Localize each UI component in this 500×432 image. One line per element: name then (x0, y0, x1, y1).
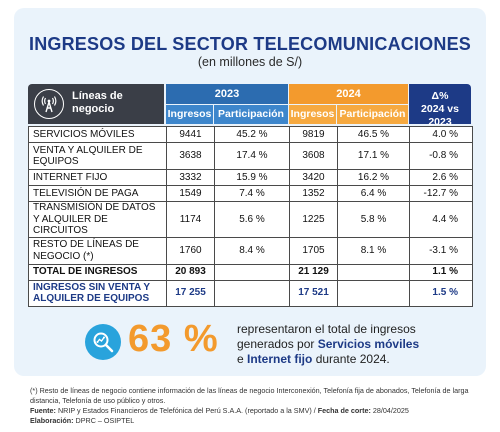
prepared-line: Elaboración: DPRC – OSIPTEL (30, 416, 470, 426)
cell-ingresos-2024: 17 521 (289, 279, 338, 307)
cell-delta: 1.5 % (409, 279, 473, 307)
row-name: INTERNET FIJO (28, 169, 167, 186)
highlight-bold-2: Internet fijo (247, 352, 313, 366)
page-subtitle: (en millones de S/) (197, 55, 303, 69)
antenna-icon (34, 89, 64, 119)
highlight-text-3: e (237, 352, 248, 366)
cell-participacion-2024: 5.8 % (337, 201, 410, 238)
cell-empty (337, 279, 410, 307)
highlight-bold-1: Servicios móviles (317, 337, 420, 351)
cell-participacion-2023: 8.4 % (214, 236, 290, 265)
row-name: SERVICIOS MÓVILES (28, 126, 167, 143)
row-name: TRANSMISIÓN DE DATOS Y ALQUILER DE CIRCU… (28, 201, 167, 238)
table-row: TELEVISIÓN DE PAGA 1549 7.4 % 1352 6.4 % -12.… (28, 185, 473, 202)
header-2023-participacion: Participación (214, 105, 288, 124)
highlight-text: representaron el total de ingresos gener… (237, 322, 457, 367)
cell-ingresos-2024: 3608 (289, 142, 338, 170)
table-row-total-sin-equipos: INGRESOS SIN VENTA Y ALQUILER DE EQUIPOS… (28, 279, 473, 307)
cell-delta: -0.8 % (409, 142, 473, 170)
cell-empty (337, 263, 410, 281)
row-name: VENTA Y ALQUILER DE EQUIPOS (28, 142, 167, 170)
highlight-line-1: representaron el total de ingresos (237, 322, 416, 336)
highlight-line-3: e Internet fijo durante 2024. (237, 352, 457, 367)
cell-participacion-2024: 6.4 % (337, 185, 410, 202)
header-2024-ingresos: Ingresos (289, 105, 336, 124)
header-lines-label-1: Líneas de (72, 90, 123, 102)
row-name: INGRESOS SIN VENTA Y ALQUILER DE EQUIPOS (28, 279, 167, 307)
cell-delta: 4.0 % (409, 126, 473, 143)
prepared-text: DPRC – OSIPTEL (73, 416, 135, 425)
cell-empty (214, 263, 290, 281)
cell-ingresos-2023: 3638 (166, 142, 215, 170)
cell-participacion-2024: 16.2 % (337, 169, 410, 186)
cell-participacion-2023: 15.9 % (214, 169, 290, 186)
cell-ingresos-2023: 9441 (166, 126, 215, 143)
cell-participacion-2024: 46.5 % (337, 126, 410, 143)
analytics-search-icon (85, 324, 121, 360)
cell-ingresos-2023: 1174 (166, 201, 215, 238)
table-row: RESTO DE LÍNEAS DE NEGOCIO (*) 1760 8.4 % 1… (28, 236, 473, 265)
revenue-table: SERVICIOS MÓVILES 9441 45.2 % 9819 46.5 % 4.0… (28, 126, 473, 307)
cell-participacion-2023: 17.4 % (214, 142, 290, 170)
header-delta: Δ% 2024 vs 2023 (409, 84, 471, 128)
cell-participacion-2023: 5.6 % (214, 201, 290, 238)
highlight-text-4: durante 2024. (312, 352, 390, 366)
table-row: SERVICIOS MÓVILES 9441 45.2 % 9819 46.5 % 4.0… (28, 126, 473, 143)
header-year-2023: 2023 (166, 84, 288, 104)
table-row: VENTA Y ALQUILER DE EQUIPOS 3638 17.4 % 360… (28, 142, 473, 170)
cell-ingresos-2024: 1705 (289, 236, 338, 265)
cutoff-label: Fecha de corte: (317, 406, 371, 415)
cell-ingresos-2023: 1760 (166, 236, 215, 265)
source-line: Fuente: NRIP y Estados Financieros de Te… (30, 406, 470, 416)
source-text: NRIP y Estados Financieros de Telefónica… (55, 406, 318, 415)
cell-ingresos-2024: 3420 (289, 169, 338, 186)
cell-ingresos-2023: 3332 (166, 169, 215, 186)
cell-delta: 1.1 % (409, 263, 473, 281)
cutoff-text: 28/04/2025 (370, 406, 409, 415)
cell-delta: -12.7 % (409, 185, 473, 202)
table-row: TRANSMISIÓN DE DATOS Y ALQUILER DE CIRCU… (28, 201, 473, 238)
header-2023-ingresos: Ingresos (166, 105, 213, 124)
cell-empty (214, 279, 290, 307)
cell-delta: 2.6 % (409, 169, 473, 186)
header-delta-symbol: Δ% (431, 90, 449, 102)
cell-delta: 4.4 % (409, 201, 473, 238)
highlight-line-2: generados por Servicios móviles (237, 337, 457, 352)
cell-ingresos-2024: 1352 (289, 185, 338, 202)
cell-participacion-2023: 45.2 % (214, 126, 290, 143)
row-name: TOTAL DE INGRESOS (28, 263, 167, 281)
table-row: INTERNET FIJO 3332 15.9 % 3420 16.2 % 2.6 % (28, 169, 473, 186)
cell-participacion-2023: 7.4 % (214, 185, 290, 202)
cell-ingresos-2023: 1549 (166, 185, 215, 202)
footnote: (*) Resto de líneas de negocio contiene … (30, 386, 469, 405)
prepared-label: Elaboración: (30, 416, 74, 425)
header-2024-participacion: Participación (337, 105, 408, 124)
cell-delta: -3.1 % (409, 236, 473, 265)
header-year-2024: 2024 (289, 84, 408, 104)
footnotes: (*) Resto de líneas de negocio contiene … (30, 386, 470, 426)
cell-participacion-2024: 17.1 % (337, 142, 410, 170)
cell-participacion-2024: 8.1 % (337, 236, 410, 265)
table-row-total: TOTAL DE INGRESOS 20 893 21 129 1.1 % (28, 263, 473, 281)
cell-ingresos-2024: 21 129 (289, 263, 338, 281)
page-title: INGRESOS DEL SECTOR TELECOMUNICACIONES (29, 34, 471, 54)
header-business-lines: Líneas de negocio (28, 84, 164, 124)
cell-ingresos-2024: 9819 (289, 126, 338, 143)
highlight-percentage: 63 % (128, 318, 219, 360)
cell-ingresos-2024: 1225 (289, 201, 338, 238)
header-delta-label: 2024 vs 2023 (421, 103, 459, 128)
cell-ingresos-2023: 20 893 (166, 263, 215, 281)
row-name: TELEVISIÓN DE PAGA (28, 185, 167, 202)
cell-ingresos-2023: 17 255 (166, 279, 215, 307)
highlight-text-2: generados por (237, 337, 318, 351)
header-lines-label-2: negocio (72, 103, 115, 115)
row-name: RESTO DE LÍNEAS DE NEGOCIO (*) (28, 236, 167, 265)
source-label: Fuente: (30, 406, 56, 415)
